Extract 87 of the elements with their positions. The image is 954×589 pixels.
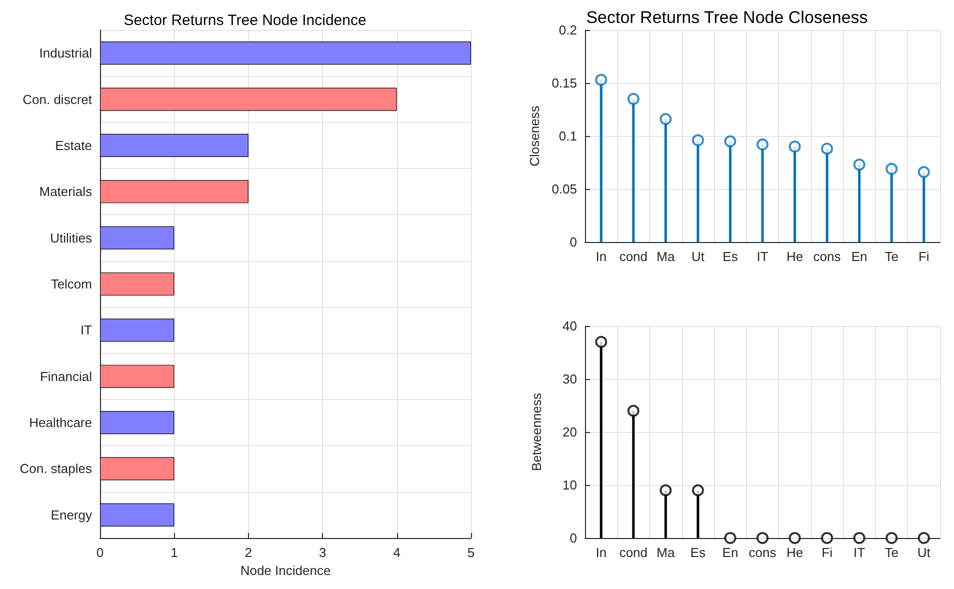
x-tick-label: cons <box>748 545 777 560</box>
point <box>724 532 736 544</box>
bar <box>100 272 174 296</box>
y-tick-label: Energy <box>50 507 92 522</box>
point <box>886 532 898 544</box>
point <box>660 484 672 496</box>
y-tick-label: Healthcare <box>29 415 92 430</box>
x-tick-label: En <box>851 249 868 264</box>
y-tick-label: Telcom <box>50 276 92 292</box>
point <box>627 92 640 105</box>
x-tick-label: 0 <box>96 545 104 560</box>
y-tick-label: Industrial <box>39 46 92 61</box>
x-tick-label: cond <box>619 249 648 264</box>
x-tick-label: En <box>722 545 738 560</box>
y-tick-label: Financial <box>40 368 92 384</box>
y-tick-label: 0.2 <box>558 22 577 38</box>
x-tick-label: Te <box>884 249 898 264</box>
y-tick-label: 10 <box>562 478 577 492</box>
point <box>853 158 866 171</box>
bar <box>100 364 174 388</box>
x-tick-label: cond <box>619 545 648 560</box>
point <box>788 140 801 153</box>
y-axis-title: Closeness <box>526 105 542 166</box>
bar <box>100 42 471 65</box>
point <box>692 134 704 146</box>
x-tick-label: Fi <box>918 249 930 264</box>
point <box>595 74 608 86</box>
y-tick-label: IT <box>80 322 92 338</box>
bar <box>100 503 174 526</box>
x-tick-label: Es <box>722 249 738 264</box>
x-tick-label: 5 <box>467 545 475 560</box>
y-tick-label: 0.15 <box>552 76 577 90</box>
x-tick-label: He <box>786 545 804 560</box>
y-tick-label: Estate <box>55 138 92 153</box>
y-tick-label: 0.05 <box>552 182 577 196</box>
x-tick-label: IT <box>756 249 768 264</box>
y-tick-label: 20 <box>562 424 577 440</box>
x-tick-label: In <box>596 249 607 264</box>
x-tick-label: Ut <box>691 249 705 264</box>
x-tick-label: 2 <box>244 545 252 560</box>
x-tick-label: Te <box>884 545 898 560</box>
x-tick-label: Ut <box>917 545 931 560</box>
y-tick-label: 0 <box>570 530 577 546</box>
point <box>918 532 930 544</box>
x-tick-label: cons <box>813 249 842 264</box>
x-tick-label: 4 <box>393 545 400 560</box>
point <box>660 113 672 126</box>
y-tick-label: 40 <box>562 318 577 334</box>
y-tick-label: Utilities <box>50 230 92 246</box>
y-tick-label: Materials <box>39 184 92 200</box>
point <box>821 532 834 544</box>
point <box>788 532 801 544</box>
bar <box>100 411 174 434</box>
point <box>756 138 768 150</box>
x-tick-label: 1 <box>170 545 178 560</box>
x-tick-label: Ma <box>656 545 676 560</box>
x-axis-title: Node Incidence <box>240 563 331 578</box>
x-tick-label: IT <box>854 545 866 560</box>
point <box>724 135 736 148</box>
bar <box>100 457 174 480</box>
x-tick-label: Ma <box>656 249 676 264</box>
x-tick-label: In <box>596 545 607 560</box>
bar <box>100 180 248 204</box>
y-tick-label: 0.1 <box>558 128 577 144</box>
point <box>595 336 608 348</box>
bar <box>100 134 248 157</box>
y-tick-label: Con. staples <box>20 461 92 476</box>
chart-title: Sector Returns Tree Node Closeness <box>586 8 868 27</box>
chart-title: Sector Returns Tree Node Incidence <box>124 12 366 29</box>
bar <box>100 226 174 250</box>
x-tick-label: 3 <box>318 545 326 560</box>
y-tick-label: 30 <box>562 372 577 386</box>
x-tick-label: Es <box>690 545 706 560</box>
point <box>886 162 898 175</box>
point <box>756 532 768 544</box>
y-axis-title: Betweenness <box>529 392 544 472</box>
point <box>853 532 866 544</box>
bar <box>100 88 397 111</box>
x-tick-label: Fi <box>822 545 833 560</box>
point <box>692 484 704 496</box>
point <box>918 166 930 178</box>
point <box>627 404 640 417</box>
x-tick-label: He <box>786 249 804 264</box>
bar <box>100 318 174 342</box>
y-tick-label: 0 <box>570 234 577 250</box>
y-tick-label: Con. discret <box>22 92 92 107</box>
point <box>821 142 834 155</box>
